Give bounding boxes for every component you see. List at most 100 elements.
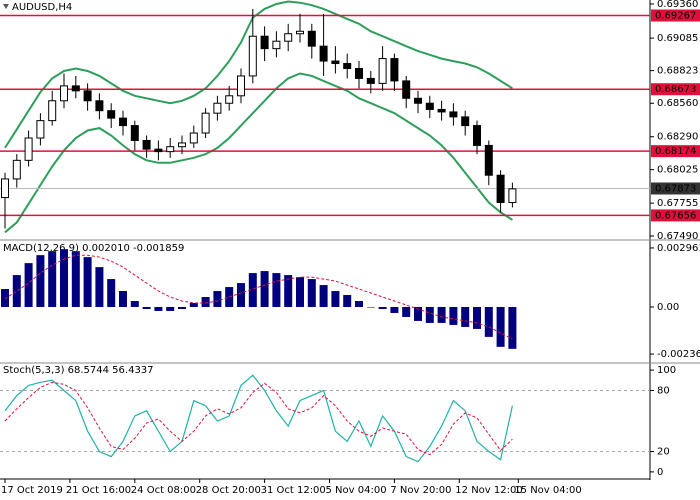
macd-bar bbox=[201, 297, 210, 307]
x-tick-label: 21 Oct 16:00 bbox=[66, 485, 131, 496]
candle-body bbox=[60, 85, 68, 102]
candle-body bbox=[36, 120, 45, 139]
candle-body bbox=[425, 102, 434, 110]
macd-bar bbox=[307, 279, 316, 307]
macd-bar bbox=[390, 306, 399, 313]
candle-body bbox=[119, 117, 127, 127]
macd-bar bbox=[166, 306, 175, 311]
macd-bar bbox=[95, 267, 104, 307]
candle-body bbox=[461, 116, 470, 127]
macd-bar bbox=[425, 306, 434, 323]
macd-bar bbox=[366, 306, 375, 308]
macd-bar bbox=[24, 263, 33, 307]
y-tick-label: 0.68823 bbox=[657, 66, 698, 77]
candle-body bbox=[307, 30, 316, 47]
macd-bar bbox=[178, 306, 186, 309]
candle-body bbox=[437, 108, 446, 113]
title-icon bbox=[3, 4, 9, 9]
macd-bar bbox=[296, 277, 304, 307]
y-tick-label: 0.68290 bbox=[657, 132, 698, 143]
candle-body bbox=[213, 102, 222, 114]
macd-bar bbox=[449, 306, 458, 325]
macd-bar bbox=[284, 275, 293, 307]
x-tick-label: 24 Oct 08:00 bbox=[131, 485, 196, 496]
macd-bar bbox=[225, 287, 234, 307]
y-tick-label: 0.68025 bbox=[657, 165, 698, 176]
candle-body bbox=[201, 112, 210, 134]
y-tick-label: 100 bbox=[657, 365, 676, 376]
x-tick-label: 7 Nov 20:00 bbox=[390, 485, 451, 496]
level-label: 0.69267 bbox=[655, 11, 696, 22]
candle-body bbox=[83, 90, 92, 102]
candle-body bbox=[154, 148, 163, 153]
candle-body bbox=[178, 142, 186, 148]
candle-body bbox=[402, 80, 411, 99]
macd-bar bbox=[189, 302, 198, 307]
candle-body bbox=[319, 45, 328, 62]
candle-body bbox=[496, 174, 505, 204]
level-label-box bbox=[651, 9, 700, 22]
y-tick-label: 0 bbox=[657, 467, 663, 478]
candle-body bbox=[107, 110, 116, 119]
candle-body bbox=[378, 58, 387, 84]
chart-title: AUDUSD,H4 bbox=[12, 2, 72, 13]
candle-body bbox=[237, 75, 245, 97]
candle-body bbox=[449, 111, 458, 118]
candle-body bbox=[390, 58, 399, 82]
level-label: 0.68673 bbox=[655, 84, 696, 95]
bollinger-band bbox=[4, 0, 513, 149]
level-label-box bbox=[651, 83, 700, 96]
macd-bar bbox=[107, 279, 116, 307]
macd-title: MACD(12,26,9) 0.002010 -0.001859 bbox=[3, 243, 184, 254]
candle-body bbox=[24, 137, 33, 161]
macd-bar bbox=[437, 306, 446, 323]
candle-body bbox=[260, 35, 269, 50]
candle-body bbox=[296, 30, 304, 35]
candle-body bbox=[473, 125, 481, 146]
candle-body bbox=[48, 100, 57, 122]
macd-bar bbox=[1, 289, 9, 307]
y-tick-label: 0.69085 bbox=[657, 33, 698, 44]
macd-bar bbox=[71, 251, 80, 307]
bollinger-band bbox=[4, 72, 513, 234]
macd-bar bbox=[130, 301, 139, 307]
macd-bar bbox=[319, 285, 328, 307]
candle-body bbox=[142, 139, 151, 150]
level-label: 0.68174 bbox=[655, 146, 696, 157]
macd-bar bbox=[154, 306, 163, 311]
x-tick-label: 28 Oct 20:00 bbox=[196, 485, 261, 496]
candle-body bbox=[355, 67, 363, 79]
macd-bar bbox=[414, 306, 422, 321]
stoch-signal bbox=[4, 381, 513, 456]
candle-body bbox=[1, 178, 9, 199]
candle-body bbox=[130, 125, 139, 141]
x-tick-label: 31 Oct 12:00 bbox=[261, 485, 326, 496]
x-tick-label: 15 Nov 04:00 bbox=[514, 485, 581, 496]
macd-bar bbox=[272, 273, 281, 307]
macd-bar bbox=[378, 306, 387, 309]
candle-body bbox=[272, 40, 281, 50]
macd-bar bbox=[60, 249, 68, 307]
macd-bar bbox=[142, 306, 151, 309]
y-tick-label: 0.67755 bbox=[657, 198, 698, 209]
candle-body bbox=[484, 144, 493, 176]
level-label: 0.67656 bbox=[655, 210, 696, 221]
macd-bar bbox=[473, 306, 481, 329]
macd-bar bbox=[461, 306, 470, 327]
candle-body bbox=[366, 77, 375, 84]
macd-bar bbox=[119, 291, 127, 307]
candle-body bbox=[189, 132, 198, 144]
candle-body bbox=[225, 95, 234, 104]
y-tick-label: 0.69360 bbox=[657, 0, 698, 10]
x-tick-label: 5 Nov 04:00 bbox=[326, 485, 387, 496]
candle-body bbox=[166, 146, 175, 153]
y-tick-label: 0.002961 bbox=[657, 243, 700, 254]
macd-bar bbox=[331, 291, 340, 307]
candle-body bbox=[343, 63, 352, 69]
candle-body bbox=[95, 100, 104, 112]
macd-bar bbox=[355, 301, 363, 307]
macd-bar bbox=[484, 306, 493, 337]
